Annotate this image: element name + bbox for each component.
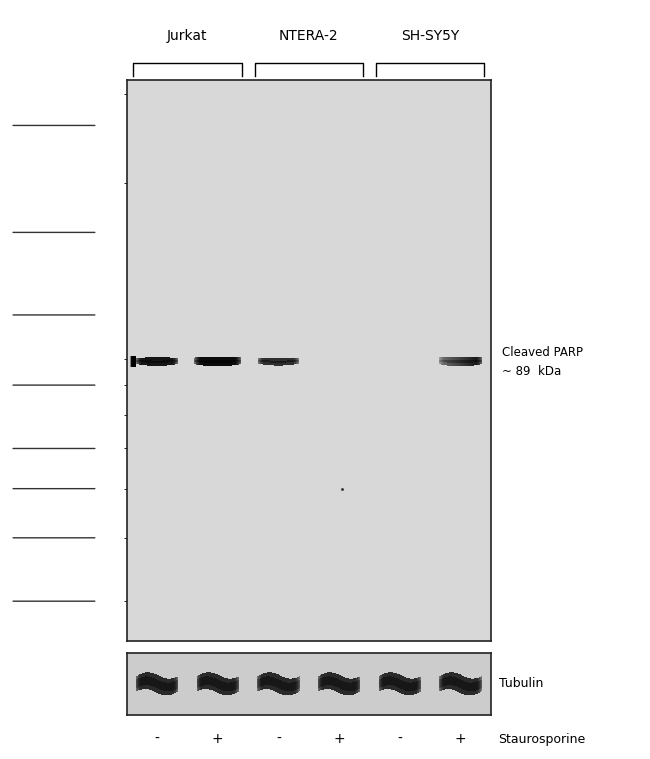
Text: NTERA-2: NTERA-2 xyxy=(279,30,339,43)
Text: +: + xyxy=(454,732,466,746)
Text: +: + xyxy=(333,732,345,746)
Text: Cleaved PARP
~ 89  kDa: Cleaved PARP ~ 89 kDa xyxy=(502,345,582,378)
Text: -: - xyxy=(397,732,402,746)
Text: Tubulin: Tubulin xyxy=(499,677,543,691)
Text: -: - xyxy=(155,732,159,746)
Text: Jurkat: Jurkat xyxy=(167,30,207,43)
Text: +: + xyxy=(212,732,224,746)
Text: Staurosporine: Staurosporine xyxy=(499,732,586,746)
Text: -: - xyxy=(276,732,281,746)
Text: SH-SY5Y: SH-SY5Y xyxy=(401,30,459,43)
